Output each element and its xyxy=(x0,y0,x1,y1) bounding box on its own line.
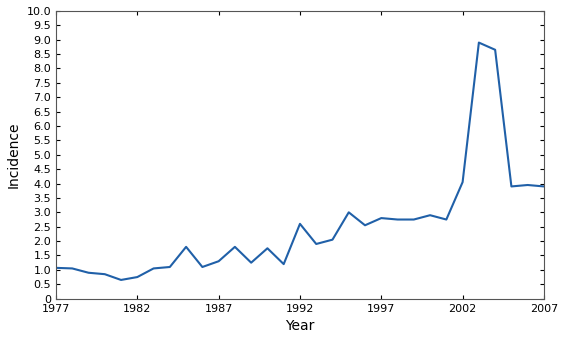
X-axis label: Year: Year xyxy=(285,319,315,333)
Y-axis label: Incidence: Incidence xyxy=(7,121,21,188)
